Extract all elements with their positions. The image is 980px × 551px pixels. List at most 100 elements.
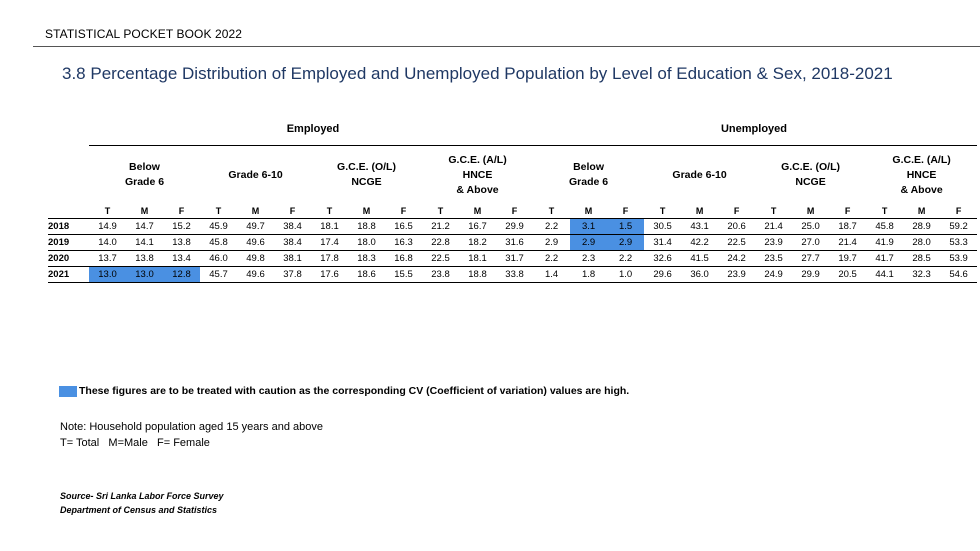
value-cell: 18.8	[348, 218, 386, 235]
sub-header-8: F	[385, 204, 423, 219]
value-cell: 2.9	[607, 234, 645, 251]
pocket-book-header: STATISTICAL POCKET BOOK 2022	[45, 27, 243, 41]
value-cell: 23.9	[755, 234, 793, 251]
value-cell: 59.2	[940, 218, 978, 235]
sub-header-6: T	[311, 204, 349, 219]
sub-header-2: F	[163, 204, 201, 219]
value-cell: 23.5	[755, 250, 793, 267]
sub-header-23: F	[940, 204, 978, 219]
sub-header-20: F	[829, 204, 867, 219]
year-cell: 2020	[48, 250, 89, 267]
sub-header-13: M	[570, 204, 608, 219]
value-cell: 28.5	[903, 250, 941, 267]
category-header-1: Grade 6-10	[200, 145, 312, 204]
value-cell: 41.5	[681, 250, 719, 267]
table-body: 2018 14.9 14.7 15.2 45.9 49.7 38.4 18.1 18.8 16.5…	[48, 218, 978, 283]
note-abbreviations: T= Total M=Male F= Female	[60, 436, 210, 449]
value-cell: 13.0	[89, 266, 126, 283]
value-cell: 33.8	[496, 266, 534, 283]
value-cell: 44.1	[866, 266, 904, 283]
value-cell: 31.6	[496, 234, 534, 251]
value-cell: 18.1	[311, 218, 349, 235]
data-table: Below Grade 6 Grade 6-10 G.C.E. (O/L) NCGE…	[48, 145, 978, 283]
value-cell: 53.9	[940, 250, 978, 267]
value-cell: 2.2	[533, 218, 571, 235]
note: Note: Household population aged 15 years…	[60, 420, 323, 451]
value-cell: 18.2	[459, 234, 497, 251]
sub-header-15: T	[644, 204, 682, 219]
table-row: 2021 13.0 13.0 12.8 45.7 49.6 37.8 17.6 18.6 15.5…	[48, 266, 978, 283]
category-header-5: Grade 6-10	[644, 145, 756, 204]
value-cell: 29.9	[792, 266, 830, 283]
value-cell: 30.5	[644, 218, 682, 235]
value-cell: 49.6	[237, 266, 275, 283]
header-rule	[33, 46, 980, 47]
page-title: 3.8 Percentage Distribution of Employed …	[62, 64, 893, 83]
value-cell: 31.7	[496, 250, 534, 267]
value-cell: 17.6	[311, 266, 349, 283]
value-cell: 18.1	[459, 250, 497, 267]
table-row: 2018 14.9 14.7 15.2 45.9 49.7 38.4 18.1 18.8 16.5…	[48, 218, 978, 235]
sub-header-7: M	[348, 204, 386, 219]
value-cell: 19.7	[829, 250, 867, 267]
value-cell: 3.1	[570, 218, 608, 235]
value-cell: 15.2	[163, 218, 201, 235]
value-cell: 49.6	[237, 234, 275, 251]
value-cell: 21.4	[755, 218, 793, 235]
value-cell: 16.7	[459, 218, 497, 235]
value-cell: 32.3	[903, 266, 941, 283]
value-cell: 49.7	[237, 218, 275, 235]
value-cell: 16.5	[385, 218, 423, 235]
value-cell: 1.8	[570, 266, 608, 283]
value-cell: 13.8	[126, 250, 163, 267]
value-cell: 42.2	[681, 234, 719, 251]
sub-header-3: T	[200, 204, 238, 219]
source-survey: Source- Sri Lanka Labor Force Survey	[60, 491, 224, 501]
value-cell: 29.6	[644, 266, 682, 283]
value-cell: 28.0	[903, 234, 941, 251]
value-cell: 29.9	[496, 218, 534, 235]
sub-header-14: F	[607, 204, 645, 219]
value-cell: 2.9	[570, 234, 608, 251]
value-cell: 1.4	[533, 266, 571, 283]
caution-swatch	[59, 385, 77, 397]
value-cell: 16.3	[385, 234, 423, 251]
value-cell: 22.8	[422, 234, 460, 251]
category-header-6: G.C.E. (O/L) NCGE	[755, 145, 867, 204]
value-cell: 45.7	[200, 266, 238, 283]
category-header-3: G.C.E. (A/L) HNCE & Above	[422, 145, 534, 204]
value-cell: 25.0	[792, 218, 830, 235]
sub-header-12: T	[533, 204, 571, 219]
value-cell: 41.7	[866, 250, 904, 267]
value-cell: 41.9	[866, 234, 904, 251]
value-cell: 45.8	[866, 218, 904, 235]
value-cell: 13.4	[163, 250, 201, 267]
value-cell: 18.6	[348, 266, 386, 283]
table-row: 2020 13.7 13.8 13.4 46.0 49.8 38.1 17.8 18.3 16.8…	[48, 250, 978, 267]
year-header	[48, 146, 89, 205]
value-cell: 23.8	[422, 266, 460, 283]
year-cell: 2019	[48, 234, 89, 251]
value-cell: 31.4	[644, 234, 682, 251]
value-cell: 38.4	[274, 234, 312, 251]
value-cell: 24.9	[755, 266, 793, 283]
sub-header-11: F	[496, 204, 534, 219]
value-cell: 18.8	[459, 266, 497, 283]
value-cell: 38.1	[274, 250, 312, 267]
year-cell: 2018	[48, 218, 89, 235]
value-cell: 22.5	[718, 234, 756, 251]
value-cell: 13.7	[89, 250, 126, 267]
value-cell: 14.9	[89, 218, 126, 235]
value-cell: 17.4	[311, 234, 349, 251]
value-cell: 18.0	[348, 234, 386, 251]
group-employed: Employed	[286, 123, 340, 135]
value-cell: 13.8	[163, 234, 201, 251]
value-cell: 45.9	[200, 218, 238, 235]
year-sub-header	[48, 204, 89, 219]
value-cell: 54.6	[940, 266, 978, 283]
value-cell: 24.2	[718, 250, 756, 267]
sub-header-16: M	[681, 204, 719, 219]
value-cell: 53.3	[940, 234, 978, 251]
table-row: 2019 14.0 14.1 13.8 45.8 49.6 38.4 17.4 18.0 16.3…	[48, 234, 978, 251]
